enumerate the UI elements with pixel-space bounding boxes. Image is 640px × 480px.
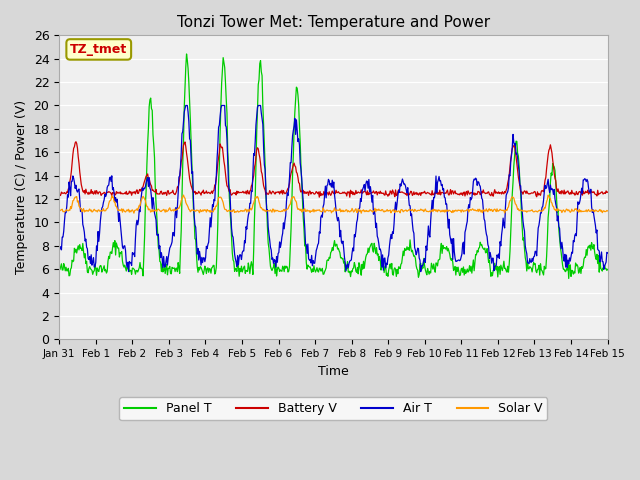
Legend: Panel T, Battery V, Air T, Solar V: Panel T, Battery V, Air T, Solar V <box>120 397 547 420</box>
Y-axis label: Temperature (C) / Power (V): Temperature (C) / Power (V) <box>15 100 28 275</box>
Battery V <box>604 189 611 195</box>
Title: Tonzi Tower Met: Temperature and Power: Tonzi Tower Met: Temperature and Power <box>177 15 490 30</box>
Air T <box>55 250 63 255</box>
Panel T <box>401 246 408 252</box>
Battery V <box>55 190 63 196</box>
Solar V <box>177 198 185 204</box>
Panel T <box>417 261 424 266</box>
Air T <box>418 263 426 269</box>
Battery V <box>65 186 73 192</box>
Battery V <box>72 139 80 144</box>
Panel T <box>177 228 185 234</box>
Air T <box>417 269 424 275</box>
Air T <box>182 103 189 108</box>
Line: Panel T: Panel T <box>59 54 607 278</box>
Air T <box>207 224 215 230</box>
Solar V <box>604 208 611 214</box>
X-axis label: Time: Time <box>318 365 349 378</box>
Panel T <box>604 266 611 272</box>
Solar V <box>180 192 188 198</box>
Air T <box>65 179 73 185</box>
Battery V <box>207 190 215 195</box>
Solar V <box>122 209 129 215</box>
Battery V <box>402 192 410 197</box>
Panel T <box>122 265 129 271</box>
Solar V <box>207 207 215 213</box>
Solar V <box>418 207 426 213</box>
Solar V <box>402 207 410 213</box>
Panel T <box>182 51 190 57</box>
Text: TZ_tmet: TZ_tmet <box>70 43 127 56</box>
Air T <box>604 250 611 256</box>
Battery V <box>178 156 186 162</box>
Solar V <box>55 209 63 215</box>
Battery V <box>346 194 354 200</box>
Panel T <box>65 273 73 279</box>
Solar V <box>65 207 73 213</box>
Air T <box>401 181 408 187</box>
Battery V <box>418 190 426 195</box>
Air T <box>122 248 129 253</box>
Line: Solar V: Solar V <box>59 195 607 213</box>
Panel T <box>207 270 215 276</box>
Battery V <box>122 189 130 194</box>
Panel T <box>565 276 573 281</box>
Panel T <box>55 264 63 270</box>
Line: Battery V: Battery V <box>59 142 607 197</box>
Line: Air T: Air T <box>59 106 607 272</box>
Solar V <box>357 210 365 216</box>
Air T <box>177 150 185 156</box>
